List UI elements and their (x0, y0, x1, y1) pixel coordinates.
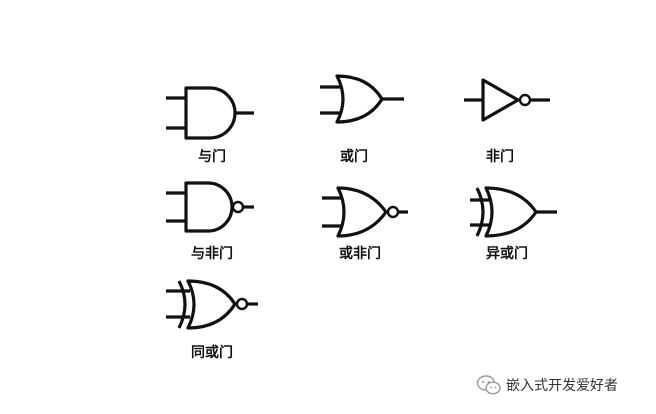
nor-gate-label: 或非门 (339, 246, 381, 262)
or-gate-symbol (320, 74, 404, 124)
watermark: 嵌入式开发爱好者 (476, 374, 618, 396)
or-gate-label: 或门 (340, 149, 368, 165)
xnor-gate-symbol (166, 279, 258, 330)
watermark-text: 嵌入式开发爱好者 (506, 378, 618, 394)
nand-gate-label: 与非门 (191, 246, 233, 262)
nand-gate-symbol (166, 181, 254, 233)
wechat-icon (476, 375, 501, 395)
xor-gate-label: 异或门 (486, 246, 528, 262)
not-gate-label: 非门 (486, 149, 514, 165)
xor-gate-symbol (470, 186, 557, 238)
and-gate-label: 与门 (198, 149, 226, 165)
and-gate-symbol (166, 86, 254, 140)
xnor-gate-label: 同或门 (191, 345, 233, 361)
nor-gate-symbol (322, 186, 408, 238)
not-gate-symbol (464, 78, 550, 122)
